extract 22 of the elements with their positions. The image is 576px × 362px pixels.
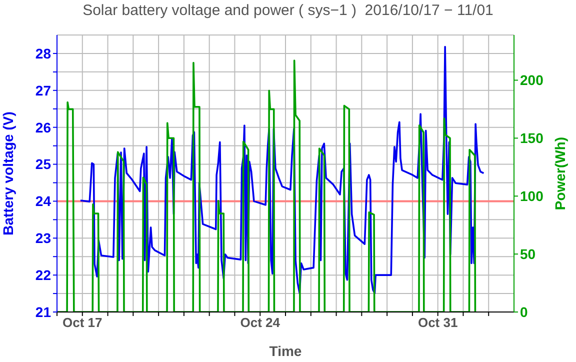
y2-tick-label: 0	[520, 304, 528, 320]
y-tick-label: 26	[35, 119, 52, 136]
x-tick-label: Oct 24	[240, 315, 281, 330]
y-tick-label: 22	[35, 267, 52, 284]
x-tick-label: Oct 31	[418, 315, 458, 330]
line-series	[57, 60, 476, 312]
y-axis-title: Battery voltage (V)	[0, 112, 16, 236]
y-tick-label: 23	[35, 230, 52, 246]
y2-axis-title: Power(Wh)	[552, 136, 568, 210]
x-tick-label: Oct 17	[62, 315, 102, 330]
line-series	[80, 46, 485, 294]
y2-tick-label: 150	[520, 130, 544, 146]
y-tick-label: 25	[35, 156, 52, 172]
y2-tick-label: 50	[520, 246, 536, 262]
chart-title: Solar battery voltage and power ( sys−1 ) 2016/10/17 − 11/01	[82, 2, 494, 19]
x-axis-title: Time	[269, 343, 302, 359]
y2-tick-label: 100	[520, 188, 544, 204]
y-tick-label: 28	[35, 45, 52, 62]
y-tick-label: 27	[35, 82, 52, 98]
y-tick-label: 21	[35, 304, 52, 320]
y2-tick-label: 200	[520, 72, 544, 88]
y-tick-label: 24	[35, 193, 52, 210]
